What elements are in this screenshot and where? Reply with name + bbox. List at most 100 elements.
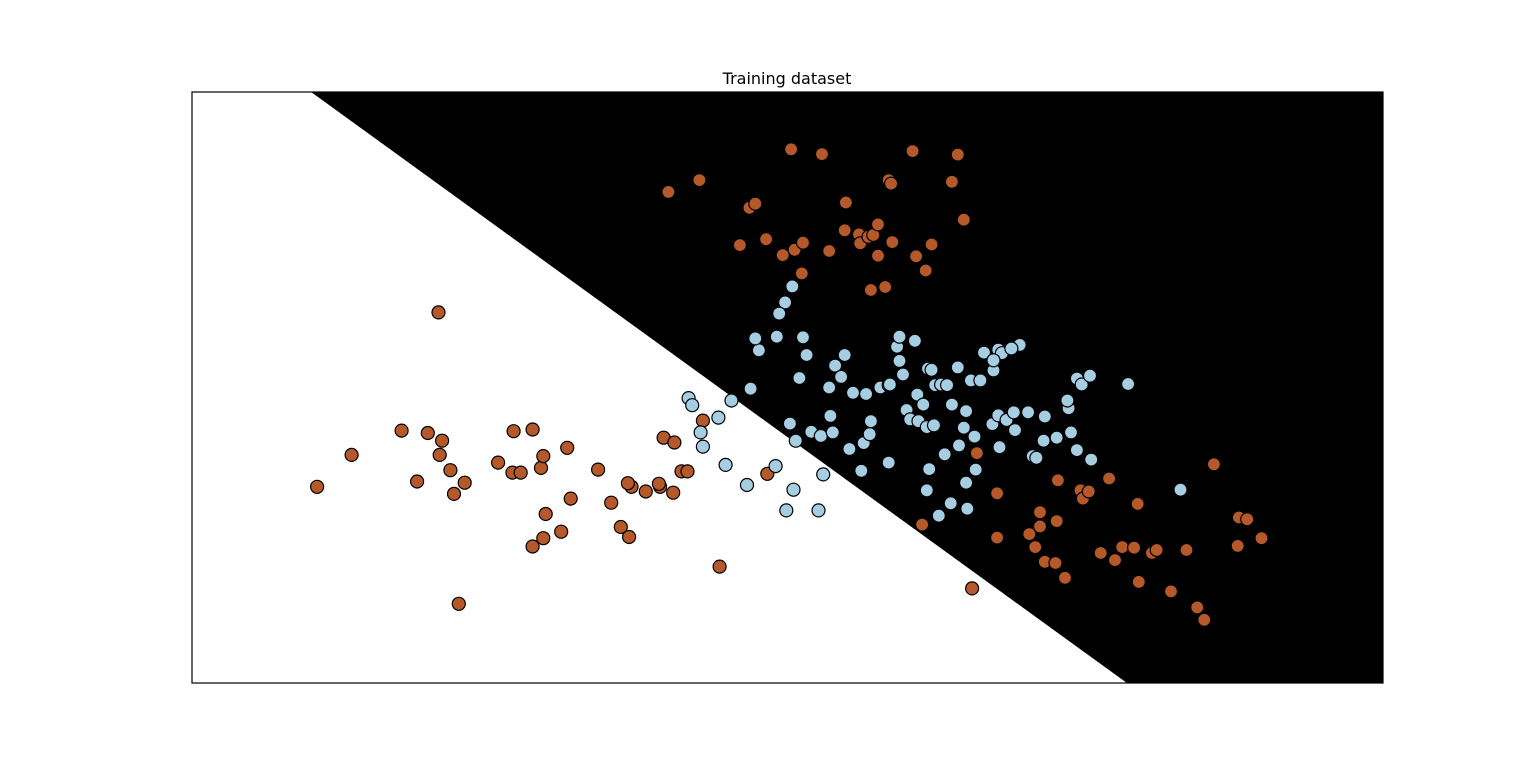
- point-class-0: [420, 425, 435, 441]
- point-class-1: [724, 393, 739, 408]
- point-class-1: [811, 503, 826, 518]
- point-class-0: [525, 422, 540, 437]
- point-class-1: [907, 333, 923, 348]
- point-class-1: [862, 427, 877, 442]
- point-class-0: [989, 530, 1005, 545]
- point-class-1: [892, 329, 907, 344]
- point-class-0: [344, 447, 359, 462]
- point-class-0: [964, 581, 980, 596]
- point-class-0: [443, 463, 458, 478]
- point-class-1: [693, 425, 708, 440]
- point-class-1: [827, 358, 843, 373]
- point-class-0: [914, 517, 930, 532]
- point-class-0: [837, 223, 852, 238]
- point-class-1: [785, 279, 800, 294]
- point-class-0: [1050, 473, 1066, 488]
- point-class-0: [692, 173, 707, 188]
- point-class-0: [814, 147, 830, 162]
- point-class-1: [895, 367, 911, 382]
- point-class-0: [1093, 545, 1108, 561]
- point-class-0: [1240, 512, 1255, 527]
- point-class-0: [525, 539, 540, 554]
- point-class-0: [554, 524, 569, 539]
- point-class-1: [881, 455, 896, 470]
- point-class-0: [621, 529, 637, 545]
- point-class-0: [908, 249, 924, 264]
- point-class-0: [310, 479, 325, 494]
- point-class-0: [536, 449, 551, 464]
- point-class-0: [604, 495, 619, 510]
- point-class-1: [960, 501, 975, 516]
- point-class-0: [1032, 519, 1048, 534]
- point-class-0: [1190, 600, 1205, 615]
- point-class-1: [951, 438, 967, 453]
- point-class-0: [969, 446, 985, 461]
- point-class-1: [825, 425, 840, 440]
- point-class-0: [457, 475, 472, 490]
- point-class-1: [992, 440, 1007, 455]
- point-class-0: [1206, 457, 1222, 472]
- point-class-1: [919, 483, 934, 498]
- point-class-1: [1120, 376, 1136, 392]
- point-class-1: [786, 482, 801, 497]
- point-class-1: [882, 377, 898, 392]
- point-class-0: [838, 195, 854, 210]
- point-class-1: [1084, 452, 1099, 467]
- point-class-0: [870, 248, 886, 263]
- point-class-0: [651, 476, 667, 491]
- point-class-1: [967, 429, 982, 444]
- point-class-0: [1130, 496, 1145, 511]
- point-class-1: [1020, 405, 1036, 420]
- point-class-1: [950, 360, 965, 375]
- point-class-1: [858, 386, 874, 402]
- point-class-1: [1060, 393, 1075, 408]
- decision-region-right: [311, 92, 1384, 683]
- point-class-0: [432, 447, 447, 462]
- point-class-1: [772, 306, 787, 321]
- point-class-0: [924, 237, 939, 252]
- point-class-0: [748, 196, 763, 211]
- point-class-1: [937, 447, 952, 462]
- point-class-0: [620, 476, 636, 491]
- point-class-0: [394, 423, 409, 438]
- point-class-1: [1004, 341, 1019, 356]
- point-class-1: [748, 331, 763, 346]
- point-class-0: [795, 235, 811, 250]
- point-class-1: [1029, 450, 1044, 465]
- point-class-0: [666, 485, 681, 500]
- point-class-0: [794, 266, 809, 281]
- point-class-0: [506, 424, 521, 439]
- point-class-1: [788, 433, 803, 448]
- point-class-0: [944, 174, 960, 189]
- point-class-1: [944, 397, 960, 412]
- point-class-1: [973, 373, 988, 388]
- point-class-1: [711, 410, 726, 425]
- point-class-0: [667, 435, 682, 450]
- point-class-0: [1022, 526, 1037, 542]
- point-class-1: [751, 343, 767, 358]
- plot-area: [191, 91, 1384, 684]
- point-class-1: [926, 418, 942, 433]
- point-class-1: [931, 508, 946, 523]
- point-class-0: [885, 235, 900, 250]
- point-class-1: [958, 404, 974, 419]
- point-class-1: [718, 457, 733, 472]
- point-class-1: [958, 475, 974, 490]
- point-class-1: [777, 295, 793, 310]
- point-class-1: [845, 385, 861, 400]
- point-class-0: [1230, 538, 1245, 554]
- point-class-0: [1032, 505, 1048, 520]
- point-class-0: [613, 519, 628, 535]
- point-class-0: [883, 176, 899, 191]
- point-class-1: [822, 380, 837, 395]
- point-class-1: [1006, 405, 1021, 420]
- point-class-0: [712, 559, 727, 574]
- point-class-1: [943, 496, 958, 511]
- point-class-0: [1028, 539, 1043, 555]
- point-class-0: [513, 465, 528, 480]
- point-class-1: [1069, 443, 1085, 458]
- point-class-0: [1254, 531, 1269, 546]
- point-class-1: [768, 459, 783, 474]
- point-class-1: [799, 347, 814, 363]
